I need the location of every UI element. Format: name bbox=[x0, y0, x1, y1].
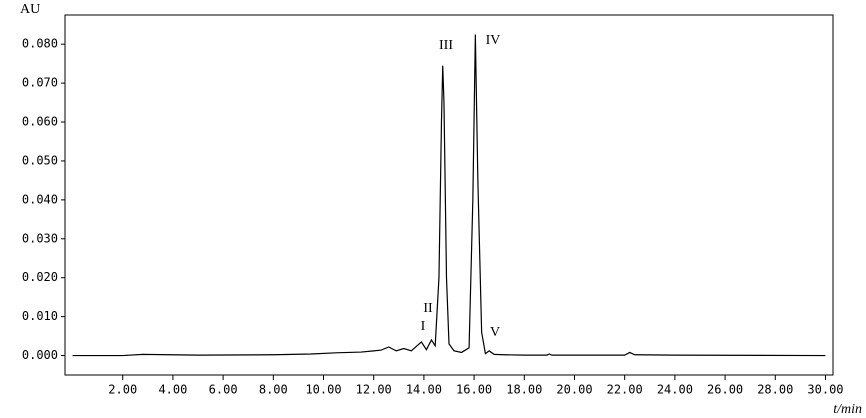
x-tick-label: 6.00 bbox=[209, 383, 238, 397]
y-axis-label: AU bbox=[20, 2, 40, 17]
x-tick-label: 22.00 bbox=[607, 383, 643, 397]
peak-label: III bbox=[439, 38, 453, 53]
y-tick-label: 0.050 bbox=[22, 153, 58, 167]
plot-frame bbox=[64, 14, 834, 376]
x-tick-label: 30.00 bbox=[807, 383, 843, 397]
y-tick-label: 0.010 bbox=[22, 309, 58, 323]
x-tick-label: 2.00 bbox=[108, 383, 137, 397]
x-tick-label: 8.00 bbox=[259, 383, 288, 397]
peak-label: IV bbox=[486, 33, 501, 48]
x-tick-label: 14.00 bbox=[406, 383, 442, 397]
x-tick-label: 10.00 bbox=[305, 383, 341, 397]
x-tick-label: 16.00 bbox=[456, 383, 492, 397]
chromatogram-line bbox=[72, 34, 826, 357]
x-tick-label: 18.00 bbox=[506, 383, 542, 397]
peak-label: I bbox=[421, 319, 426, 334]
x-tick-label: 20.00 bbox=[556, 383, 592, 397]
y-tick-label: 0.030 bbox=[22, 231, 58, 245]
y-tick-label: 0.020 bbox=[22, 270, 58, 284]
y-tick-label: 0.070 bbox=[22, 76, 58, 90]
x-tick-label: 4.00 bbox=[158, 383, 187, 397]
x-tick-label: 28.00 bbox=[757, 383, 793, 397]
peak-label: II bbox=[423, 301, 433, 316]
peak-label: V bbox=[490, 325, 500, 340]
x-axis-label: t/min bbox=[833, 402, 862, 417]
y-tick-label: 0.060 bbox=[22, 115, 58, 129]
y-tick-label: 0.040 bbox=[22, 192, 58, 206]
x-tick-label: 26.00 bbox=[707, 383, 743, 397]
x-tick-label: 12.00 bbox=[356, 383, 392, 397]
y-tick-label: 0.080 bbox=[22, 37, 58, 51]
y-tick-label: 0.000 bbox=[22, 348, 58, 362]
x-tick-label: 24.00 bbox=[657, 383, 693, 397]
